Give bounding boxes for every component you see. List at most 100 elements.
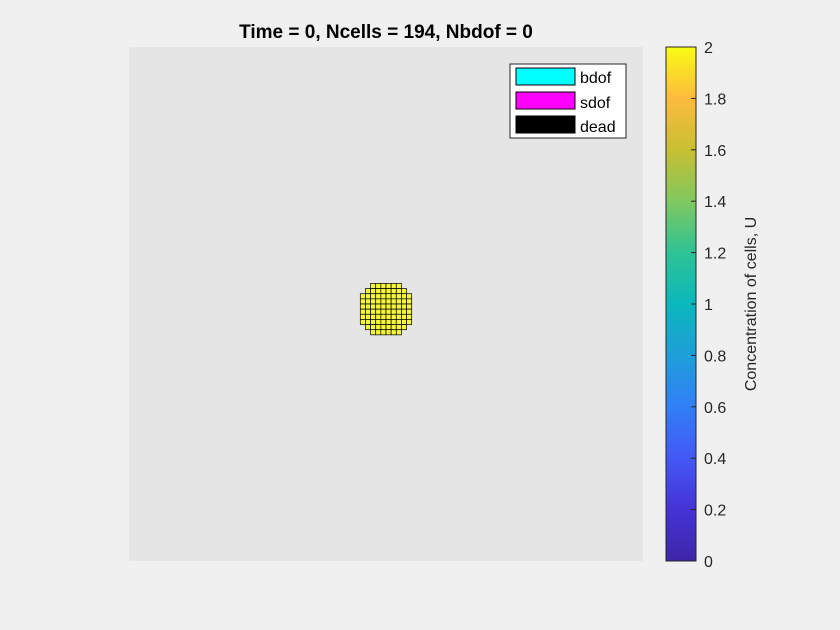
colorbar-tick-label: 0.8 xyxy=(704,348,726,365)
colorbar-tick-label: 0 xyxy=(704,554,713,571)
cell xyxy=(359,313,366,320)
cell xyxy=(401,308,407,315)
cell xyxy=(365,293,371,300)
cell xyxy=(375,288,382,295)
cell xyxy=(380,319,387,325)
cell xyxy=(359,293,366,300)
cell xyxy=(406,319,413,325)
cell xyxy=(390,313,397,320)
cell xyxy=(375,329,382,336)
cell xyxy=(380,308,387,315)
cell xyxy=(401,288,407,295)
cell xyxy=(395,319,402,325)
cell xyxy=(390,329,397,336)
cell xyxy=(380,313,387,320)
cell xyxy=(375,298,382,305)
cell xyxy=(365,324,371,331)
cell xyxy=(390,288,397,295)
cell xyxy=(370,313,377,320)
colorbar: 0 0.2 0.4 0.6 0.8 1 1.2 1.4 1.6 1.8 2 Concentratio… xyxy=(665,40,760,571)
cell xyxy=(385,293,392,300)
colorbar-tick-label: 0.6 xyxy=(704,400,726,417)
cell xyxy=(380,288,387,295)
cell xyxy=(390,303,397,310)
cell xyxy=(370,329,377,336)
cell xyxy=(385,308,392,315)
cell xyxy=(359,303,366,310)
colorbar-tick-label: 1.6 xyxy=(704,143,726,160)
colorbar-label: Concentration of cells, U xyxy=(743,217,760,391)
cell xyxy=(375,303,382,310)
cell xyxy=(375,308,382,315)
cell xyxy=(385,313,392,320)
cell xyxy=(375,324,382,331)
cell xyxy=(401,324,407,331)
cell xyxy=(380,329,387,336)
colorbar-tick-label: 0.4 xyxy=(704,451,726,468)
cell xyxy=(395,293,402,300)
colorbar-tick-label: 2 xyxy=(704,40,713,57)
cell xyxy=(385,324,392,331)
cell xyxy=(359,308,366,315)
legend-swatch-bdof xyxy=(515,67,576,86)
cell xyxy=(370,303,377,310)
cell xyxy=(406,303,413,310)
cells-layer xyxy=(359,283,413,336)
cell xyxy=(395,298,402,305)
chart-title: Time = 0, Ncells = 194, Nbdof = 0 xyxy=(239,22,533,43)
cell xyxy=(385,303,392,310)
cell xyxy=(385,319,392,325)
cell xyxy=(385,329,392,336)
legend-label-sdof: sdof xyxy=(580,95,611,112)
colorbar-tick-label: 0.2 xyxy=(704,503,726,520)
cell xyxy=(390,293,397,300)
cell xyxy=(401,303,407,310)
colorbar-tick-label: 1.4 xyxy=(704,194,726,211)
cell xyxy=(380,298,387,305)
cell xyxy=(406,313,413,320)
cell xyxy=(401,298,407,305)
cell xyxy=(365,288,371,295)
cell xyxy=(385,288,392,295)
cell xyxy=(380,303,387,310)
cell xyxy=(390,324,397,331)
legend-swatch-sdof xyxy=(515,91,576,110)
cell xyxy=(395,288,402,295)
colorbar-tick-label: 1.2 xyxy=(704,246,726,263)
cell xyxy=(380,293,387,300)
legend-label-bdof: bdof xyxy=(580,70,612,87)
cell xyxy=(375,283,382,289)
cell xyxy=(370,308,377,315)
cell xyxy=(365,308,371,315)
legend: bdof sdof dead xyxy=(509,63,627,139)
cell xyxy=(370,288,377,295)
cell xyxy=(359,319,366,325)
cell xyxy=(380,283,387,289)
cell xyxy=(375,293,382,300)
cell xyxy=(390,298,397,305)
colorbar-ticks: 0 0.2 0.4 0.6 0.8 1 1.2 1.4 1.6 1.8 2 xyxy=(691,40,726,571)
legend-swatch-dead xyxy=(515,115,576,134)
cell xyxy=(406,298,413,305)
cell xyxy=(375,319,382,325)
cell xyxy=(401,293,407,300)
cell xyxy=(365,313,371,320)
cell xyxy=(370,298,377,305)
cell xyxy=(395,303,402,310)
cell xyxy=(370,319,377,325)
cell xyxy=(365,298,371,305)
cell xyxy=(406,308,413,315)
cell xyxy=(385,283,392,289)
cell xyxy=(370,324,377,331)
cell xyxy=(395,308,402,315)
cell xyxy=(395,329,402,336)
cell xyxy=(365,303,371,310)
cell xyxy=(380,324,387,331)
cell xyxy=(390,283,397,289)
cell xyxy=(370,293,377,300)
cell xyxy=(401,319,407,325)
colorbar-tick-label: 1.8 xyxy=(704,91,726,108)
cell xyxy=(359,298,366,305)
cell xyxy=(375,313,382,320)
